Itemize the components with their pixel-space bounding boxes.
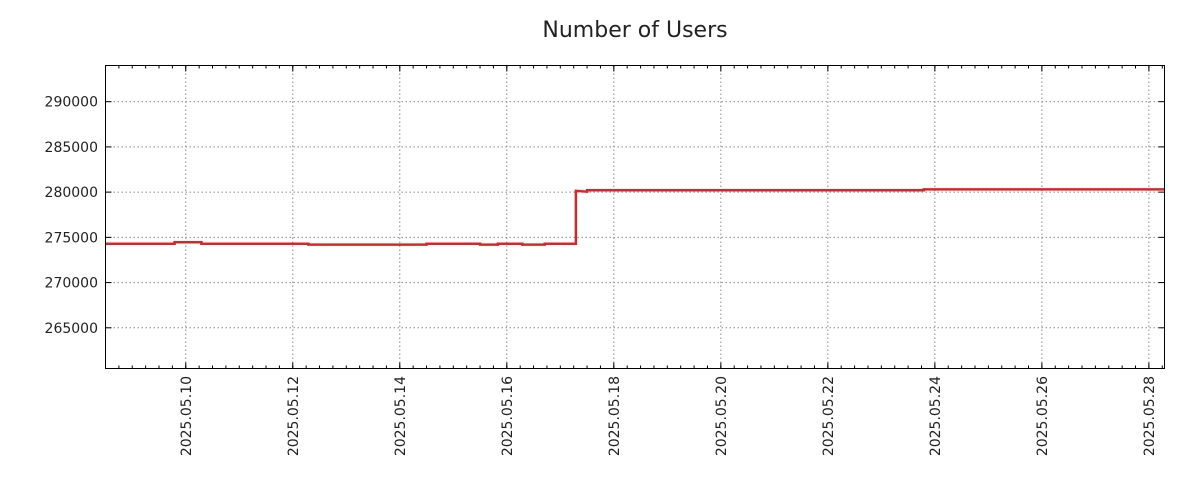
x-tick-label: 2025.05.16 (500, 376, 516, 456)
series-line (105, 188, 1165, 246)
grid (105, 65, 1165, 369)
y-tick-label: 270000 (45, 276, 98, 292)
series-layer (105, 188, 1165, 246)
ticks: 265000 270000 275000 280000 285000 290000 2025… (45, 65, 1165, 456)
x-tick-label: 2025.05.22 (821, 376, 837, 456)
x-tick-label: 2025.05.12 (286, 376, 302, 456)
y-tick-label: 275000 (45, 230, 98, 246)
plot-frame (105, 65, 1165, 369)
y-tick-label: 265000 (45, 321, 98, 337)
x-tick-label: 2025.05.28 (1142, 376, 1158, 456)
x-tick-label: 2025.05.10 (179, 376, 195, 456)
x-tick-label: 2025.05.26 (1035, 376, 1051, 456)
x-tick-label: 2025.05.18 (607, 376, 623, 456)
x-tick-label: 2025.05.24 (928, 376, 944, 456)
y-tick-label: 290000 (45, 95, 98, 111)
y-tick-label: 280000 (45, 185, 98, 201)
x-tick-label: 2025.05.14 (393, 376, 409, 456)
y-tick-label: 285000 (45, 140, 98, 156)
chart-title: Number of Users (542, 18, 727, 43)
x-tick-label: 2025.05.20 (714, 376, 730, 456)
